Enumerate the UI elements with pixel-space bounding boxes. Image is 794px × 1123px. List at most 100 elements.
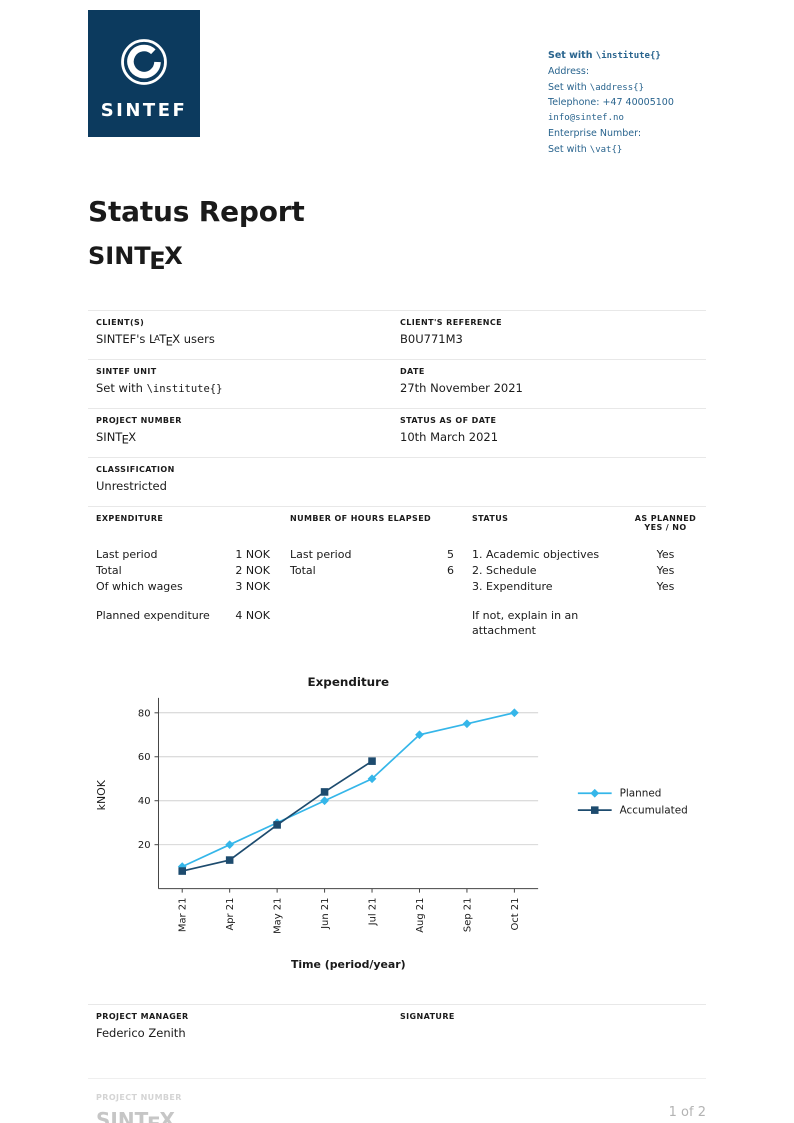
field-row-unit: SINTEF UNIT Set with \institute{} DATE 2… (88, 359, 706, 408)
hours-header: NUMBER OF HOURS ELAPSED (290, 514, 432, 524)
field-project-manager: PROJECT MANAGER Federico Zenith (96, 1012, 400, 1040)
hours-label: Last period (290, 548, 352, 562)
unit-value-prefix: Set with (96, 381, 147, 396)
exp-label: Of which wages (96, 580, 183, 594)
svg-text:Jul 21: Jul 21 (368, 897, 379, 926)
table-row-hours: Last period 5 (278, 548, 460, 564)
sintex-e: E (147, 1112, 161, 1123)
as-planned-header-line2: YES / NO (644, 523, 687, 533)
svg-text:kNOK: kNOK (95, 779, 108, 810)
table-row-hours (278, 580, 460, 596)
svg-text:Time (period/year): Time (period/year) (291, 958, 406, 971)
hours-value: 6 (447, 564, 454, 578)
latex-l: L (149, 332, 156, 347)
table-spacer (96, 596, 706, 609)
contact-vat-prefix: Set with (548, 143, 590, 155)
page-title: Status Report (88, 195, 305, 229)
client-label: CLIENT(S) (96, 318, 145, 328)
project-manager-name: Federico Zenith (96, 1025, 186, 1040)
contact-telephone: Telephone: +47 40005100 (548, 97, 674, 109)
as-planned-header: AS PLANNED YES / NO (625, 514, 706, 548)
svg-text:May 21: May 21 (273, 897, 284, 933)
expenditure-table: EXPENDITURE NUMBER OF HOURS ELAPSED STAT… (88, 506, 706, 655)
exp-value: 3 NOK (235, 580, 270, 594)
expenditure-chart-figure: Expenditure 20 40 60 80 Mar 21 Apr 21 May 21 Jun… (88, 672, 706, 992)
table-row-status: 2. Schedule (472, 564, 537, 578)
contact-vat-code: \vat{} (589, 144, 623, 155)
signature-label: SIGNATURE (400, 1011, 455, 1021)
contact-address-code: \address{} (589, 82, 644, 93)
classification-label: CLASSIFICATION (96, 465, 175, 475)
status-date-value: 10th March 2021 (400, 430, 499, 445)
contact-email-link[interactable]: info@sintef.no (548, 113, 624, 124)
unit-value-code: \institute{} (146, 383, 223, 396)
hours-value: 5 (447, 548, 454, 562)
sintef-unit-label: SINTEF UNIT (96, 367, 157, 377)
exp-value: 4 NOK (235, 608, 270, 622)
table-row-exp: Of which wages 3 NOK (96, 580, 278, 596)
sintex-x: X (128, 430, 137, 445)
field-row-client: CLIENT(S) SINTEF's LATEX users CLIENT'S … (88, 310, 706, 359)
sintef-unit-value: Set with \institute{} (96, 381, 400, 395)
exp-label: Total (96, 564, 122, 578)
svg-text:Planned: Planned (620, 787, 662, 799)
svg-text:Oct 21: Oct 21 (510, 897, 521, 930)
svg-text:60: 60 (138, 752, 151, 763)
footer-project-number: PROJECT NUMBER SINTEX (96, 1093, 182, 1123)
date-value: 27th November 2021 (400, 381, 523, 396)
svg-text:Apr 21: Apr 21 (225, 897, 236, 930)
field-sintef-unit: SINTEF UNIT Set with \institute{} (96, 367, 400, 395)
svg-text:40: 40 (138, 796, 151, 807)
contact-enterprise-label: Enterprise Number: (548, 127, 642, 139)
status-note: If not, explain in an attachment (472, 608, 579, 637)
table-row-as-planned: Yes (656, 580, 675, 594)
field-status-date: STATUS AS OF DATE 10th March 2021 (400, 416, 706, 444)
sintex-e: E (121, 432, 129, 447)
status-header: STATUS (472, 514, 509, 524)
field-project-number: PROJECT NUMBER SINTEX (96, 416, 400, 447)
project-manager-section: PROJECT MANAGER Federico Zenith SIGNATUR… (88, 1003, 706, 1054)
project-manager-label: PROJECT MANAGER (96, 1011, 189, 1021)
sintex-x: X (159, 1107, 175, 1123)
table-row-status: 1. Academic objectives (472, 548, 600, 562)
sintef-logo-text: SINTEF (100, 100, 188, 121)
footer-project-number-label: PROJECT NUMBER (96, 1092, 182, 1102)
svg-text:Sep 21: Sep 21 (462, 897, 473, 931)
table-row-planned-exp: Planned expenditure 4 NOK (96, 609, 278, 640)
contact-address-prefix: Set with (548, 81, 590, 93)
client-value-post: users (180, 332, 215, 347)
sintef-logo: SINTEF (88, 10, 200, 137)
svg-text:Expenditure: Expenditure (307, 675, 389, 689)
table-row-status: 3. Expenditure (472, 580, 553, 594)
exp-label: Planned expenditure (96, 608, 210, 622)
svg-text:20: 20 (138, 840, 151, 851)
table-row-as-planned: Yes (656, 564, 675, 578)
expenditure-chart: Expenditure 20 40 60 80 Mar 21 Apr 21 May 21 Jun… (95, 675, 688, 971)
as-planned-header-line1: AS PLANNED (634, 514, 697, 524)
contact-address-label: Address: (548, 65, 590, 77)
client-reference-value: B0U771M3 (400, 332, 463, 347)
exp-value: 2 NOK (235, 564, 270, 578)
field-client: CLIENT(S) SINTEF's LATEX users (96, 318, 400, 348)
svg-text:Jun 21: Jun 21 (320, 897, 331, 929)
field-row-project-number: PROJECT NUMBER SINTEX STATUS AS OF DATE … (88, 408, 706, 457)
classification-value: Unrestricted (96, 479, 167, 494)
sintex-x: X (164, 242, 183, 271)
sintef-logo-mark-icon (121, 39, 167, 85)
hours-label: Total (290, 564, 316, 578)
fields-section: CLIENT(S) SINTEF's LATEX users CLIENT'S … (88, 310, 706, 506)
svg-text:Aug 21: Aug 21 (415, 897, 426, 932)
status-date-label: STATUS AS OF DATE (400, 416, 497, 426)
sintex-sint: SINT (88, 242, 151, 271)
latex-x: X (172, 332, 181, 347)
project-number-label: PROJECT NUMBER (96, 416, 182, 426)
project-number-value: SINTEX (96, 430, 400, 447)
sintex-sint: SINT (96, 1107, 149, 1123)
table-row-as-planned: Yes (656, 548, 675, 562)
exp-value: 1 NOK (235, 548, 270, 562)
contact-address: Set with \address{} (548, 80, 706, 96)
latex-a: A (154, 332, 160, 343)
contact-institute: Set with \institute{} (548, 48, 706, 64)
sintex-sint: SINT (96, 430, 123, 445)
